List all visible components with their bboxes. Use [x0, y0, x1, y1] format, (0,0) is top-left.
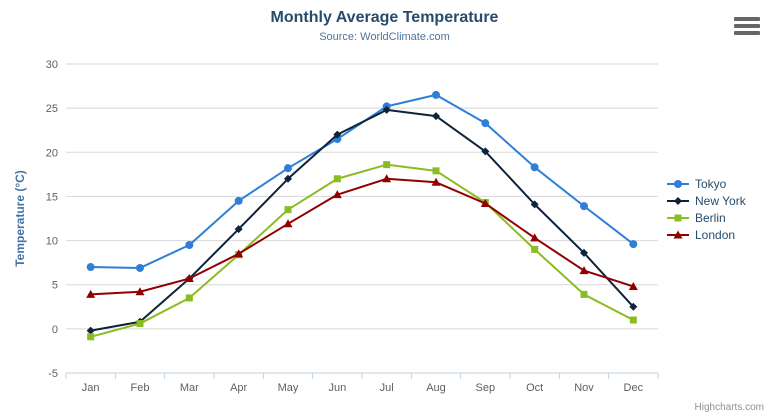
y-axis-tick-label: 10 [46, 236, 58, 248]
x-axis-tick-label: Jun [328, 382, 346, 394]
legend-item-label: Tokyo [695, 177, 727, 191]
x-axis-tick-label: Aug [426, 382, 446, 394]
series-marker-tokyo-may[interactable] [284, 164, 292, 173]
series-marker-berlin-aug[interactable] [432, 167, 440, 175]
legend-marker-diamond-icon [667, 197, 689, 205]
series-marker-london-aug[interactable] [431, 177, 441, 186]
series-marker-london-apr[interactable] [234, 249, 244, 258]
x-axis-tick-label: May [278, 382, 299, 394]
series-marker-tokyo-apr[interactable] [234, 196, 243, 205]
x-axis-tick-label: Mar [180, 382, 199, 394]
series-line-berlin[interactable] [89, 163, 635, 338]
legend-symbol [673, 230, 683, 239]
legend-marker-circle-icon [667, 180, 689, 188]
legend: Tokyo New York Berlin London [666, 176, 746, 244]
series-marker-london-sep[interactable] [480, 198, 490, 207]
series-marker-new-york-oct[interactable] [530, 200, 539, 209]
series-marker-berlin-dec[interactable] [629, 316, 637, 324]
series-marker-tokyo-mar[interactable] [185, 240, 194, 249]
legend-marker-square-icon [667, 214, 689, 222]
series-marker-new-york-aug[interactable] [432, 112, 440, 121]
series-marker-tokyo-jan[interactable] [86, 263, 95, 272]
y-axis-tick-label: -5 [48, 368, 58, 380]
series-marker-new-york-apr[interactable] [234, 225, 243, 234]
context-menu-button[interactable] [734, 17, 760, 38]
y-axis-tick-label: 25 [46, 103, 58, 115]
legend-symbol [674, 214, 682, 222]
y-axis-tick-label: 0 [52, 324, 58, 336]
legend-item-label: Berlin [695, 211, 726, 225]
series-marker-berlin-jul[interactable] [383, 161, 391, 169]
series-marker-new-york-sep[interactable] [481, 147, 490, 156]
legend-item-london[interactable]: London [666, 227, 746, 243]
series-marker-berlin-oct[interactable] [531, 245, 539, 253]
series-marker-london-may[interactable] [283, 219, 293, 228]
series-marker-new-york-nov[interactable] [580, 248, 588, 257]
series-line-tokyo[interactable] [89, 93, 635, 269]
series-marker-tokyo-nov[interactable] [580, 202, 588, 211]
series-marker-london-jun[interactable] [332, 190, 342, 199]
hamburger-icon [734, 31, 760, 35]
x-axis-tick-label: Nov [574, 382, 594, 394]
series-marker-london-oct[interactable] [530, 233, 540, 242]
series-marker-new-york-jul[interactable] [382, 105, 391, 114]
series-marker-berlin-may[interactable] [284, 206, 292, 214]
legend-symbol [674, 180, 682, 188]
series-marker-berlin-jun[interactable] [333, 175, 341, 183]
legend-item-label: London [695, 228, 736, 242]
series-marker-new-york-dec[interactable] [629, 302, 638, 311]
series-marker-london-jan[interactable] [86, 289, 96, 298]
y-axis-title: Temperature (°C) [13, 170, 27, 267]
y-axis-tick-label: 5 [52, 280, 58, 292]
series-marker-london-feb[interactable] [135, 287, 145, 296]
series-marker-berlin-mar[interactable] [185, 294, 193, 302]
legend-item-new-york[interactable]: New York [666, 193, 746, 209]
series-marker-tokyo-dec[interactable] [629, 240, 638, 249]
series-marker-tokyo-aug[interactable] [432, 90, 440, 99]
x-axis-tick-label: Jul [380, 382, 394, 394]
series-marker-new-york-may[interactable] [284, 174, 292, 183]
series-marker-berlin-jan[interactable] [87, 333, 95, 341]
legend-item-berlin[interactable]: Berlin [666, 210, 746, 226]
x-axis-tick-label: Jan [82, 382, 100, 394]
series-marker-tokyo-sep[interactable] [481, 119, 490, 128]
series-marker-london-dec[interactable] [628, 281, 638, 290]
x-axis-tick-label: Oct [526, 382, 543, 394]
series-marker-london-nov[interactable] [579, 266, 589, 275]
series-marker-berlin-nov[interactable] [580, 290, 588, 298]
series-marker-new-york-jun[interactable] [333, 130, 342, 139]
series-marker-tokyo-feb[interactable] [136, 263, 144, 272]
series-marker-new-york-jan[interactable] [86, 326, 95, 335]
legend-item-label: New York [695, 194, 746, 208]
hamburger-icon [734, 24, 760, 28]
y-axis-tick-label: 20 [46, 147, 58, 159]
chart-subtitle: Source: WorldClimate.com [319, 31, 450, 43]
hamburger-icon [734, 17, 760, 21]
series-marker-tokyo-oct[interactable] [530, 163, 539, 172]
legend-item-tokyo[interactable]: Tokyo [666, 176, 746, 192]
credits-link[interactable]: Highcharts.com [694, 402, 764, 413]
y-axis-tick-label: 15 [46, 191, 58, 203]
x-axis-tick-label: Sep [476, 382, 496, 394]
series-line-new-york[interactable] [89, 108, 635, 332]
series-marker-london-mar[interactable] [184, 274, 194, 283]
series-marker-london-jul[interactable] [382, 174, 392, 183]
series-line-london[interactable] [89, 177, 635, 296]
chart-title: Monthly Average Temperature [270, 9, 499, 26]
x-axis-tick-label: Apr [230, 382, 247, 394]
legend-symbol [674, 197, 682, 205]
x-axis-tick-label: Dec [624, 382, 644, 394]
y-axis-tick-label: 30 [46, 59, 58, 71]
x-axis-tick-label: Feb [131, 382, 150, 394]
series-marker-berlin-feb[interactable] [136, 320, 144, 328]
legend-marker-triangle-icon [667, 230, 689, 239]
